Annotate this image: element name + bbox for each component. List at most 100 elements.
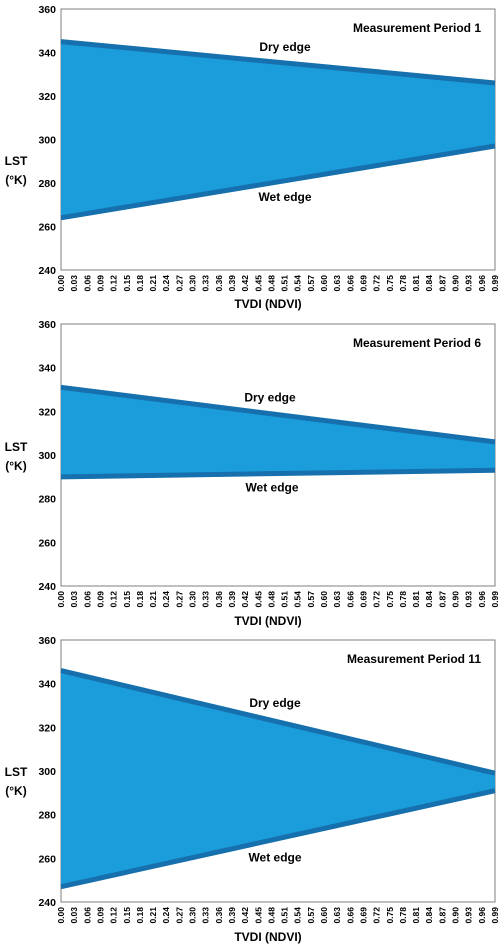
chart-title: Measurement Period 1 bbox=[353, 21, 481, 35]
x-tick-label: 0.54 bbox=[293, 907, 303, 924]
x-tick-label: 0.09 bbox=[95, 907, 105, 924]
x-tick-label: 0.24 bbox=[161, 275, 171, 292]
x-tick-label: 0.21 bbox=[148, 591, 158, 608]
x-tick-label: 0.81 bbox=[411, 907, 421, 924]
x-tick-label: 0.96 bbox=[477, 907, 487, 924]
x-tick-label: 0.99 bbox=[490, 275, 500, 292]
x-tick-label: 0.63 bbox=[332, 907, 342, 924]
x-tick-label: 0.15 bbox=[122, 275, 132, 292]
x-tick-label: 0.18 bbox=[135, 907, 145, 924]
x-tick-label: 0.99 bbox=[490, 907, 500, 924]
dry-edge-label: Dry edge bbox=[259, 40, 311, 54]
y-tick-label: 280 bbox=[38, 178, 56, 190]
chart-title: Measurement Period 11 bbox=[347, 652, 481, 666]
x-tick-label: 0.75 bbox=[385, 907, 395, 924]
y-tick-label: 300 bbox=[38, 135, 56, 147]
x-tick-label: 0.30 bbox=[188, 591, 198, 608]
dry-edge-label: Dry edge bbox=[249, 696, 301, 710]
x-tick-label: 0.72 bbox=[372, 907, 382, 924]
x-tick-label: 0.45 bbox=[253, 275, 263, 292]
x-tick-label: 0.72 bbox=[372, 275, 382, 292]
x-tick-label: 0.87 bbox=[437, 275, 447, 292]
x-tick-label: 0.54 bbox=[293, 591, 303, 608]
x-tick-label: 0.03 bbox=[69, 275, 79, 292]
x-tick-label: 0.69 bbox=[358, 275, 368, 292]
x-tick-label: 0.69 bbox=[358, 591, 368, 608]
y-tick-label: 360 bbox=[38, 4, 56, 16]
x-tick-label: 0.39 bbox=[227, 907, 237, 924]
x-tick-label: 0.66 bbox=[345, 591, 355, 608]
y-tick-label: 300 bbox=[38, 450, 56, 462]
y-tick-label: 260 bbox=[38, 537, 56, 549]
y-tick-label: 300 bbox=[38, 766, 56, 778]
dry-edge-line bbox=[60, 384, 496, 445]
x-tick-label: 0.12 bbox=[109, 591, 119, 608]
x-tick-label: 0.90 bbox=[451, 907, 461, 924]
wet-edge-label: Wet edge bbox=[248, 850, 301, 864]
x-tick-label: 0.51 bbox=[280, 275, 290, 292]
x-tick-label: 0.99 bbox=[490, 591, 500, 608]
x-tick-label: 0.06 bbox=[82, 907, 92, 924]
x-tick-label: 0.48 bbox=[266, 275, 276, 292]
x-tick-label: 0.90 bbox=[451, 275, 461, 292]
x-tick-label: 0.51 bbox=[280, 907, 290, 924]
y-tick-label: 280 bbox=[38, 810, 56, 822]
x-tick-label: 0.21 bbox=[148, 907, 158, 924]
y-tick-label: 340 bbox=[38, 363, 56, 375]
x-tick-label: 0.93 bbox=[464, 907, 474, 924]
x-tick-label: 0.57 bbox=[306, 907, 316, 924]
x-tick-label: 0.30 bbox=[188, 907, 198, 924]
x-tick-label: 0.60 bbox=[319, 907, 329, 924]
x-tick-label: 0.48 bbox=[266, 907, 276, 924]
x-tick-label: 0.42 bbox=[240, 275, 250, 292]
x-tick-label: 0.12 bbox=[109, 907, 119, 924]
x-tick-label: 0.00 bbox=[56, 907, 66, 924]
y-tick-label: 340 bbox=[38, 679, 56, 691]
x-tick-label: 0.48 bbox=[266, 591, 276, 608]
y-tick-label: 340 bbox=[38, 48, 56, 60]
x-axis-label: TVDI (NDVI) bbox=[234, 930, 301, 944]
x-tick-label: 0.93 bbox=[464, 591, 474, 608]
x-tick-label: 0.51 bbox=[280, 591, 290, 608]
x-tick-label: 0.60 bbox=[319, 591, 329, 608]
x-tick-label: 0.09 bbox=[95, 591, 105, 608]
x-tick-label: 0.30 bbox=[188, 275, 198, 292]
wet-edge-label: Wet edge bbox=[258, 190, 311, 204]
x-tick-label: 0.21 bbox=[148, 275, 158, 292]
x-tick-label: 0.45 bbox=[253, 907, 263, 924]
dry-edge-line bbox=[60, 668, 496, 776]
x-tick-label: 0.36 bbox=[214, 275, 224, 292]
band-area bbox=[61, 387, 495, 477]
x-tick-label: 0.03 bbox=[69, 591, 79, 608]
x-tick-label: 0.69 bbox=[358, 907, 368, 924]
x-tick-label: 0.18 bbox=[135, 591, 145, 608]
wet-edge-line bbox=[60, 143, 496, 221]
y-tick-label: 240 bbox=[38, 897, 56, 909]
x-tick-label: 0.09 bbox=[95, 275, 105, 292]
y-tick-label: 360 bbox=[38, 635, 56, 647]
chart-panel-2: 240 260 280 300 320 340 360 0.00 0.03 0.06 0.09 0.1… bbox=[5, 319, 500, 628]
x-tick-label: 0.66 bbox=[345, 275, 355, 292]
x-tick-label: 0.87 bbox=[437, 907, 447, 924]
y-tick-label: 260 bbox=[38, 853, 56, 865]
x-tick-label: 0.87 bbox=[437, 591, 447, 608]
x-tick-label: 0.93 bbox=[464, 275, 474, 292]
x-tick-label: 0.78 bbox=[398, 907, 408, 924]
wet-edge-line bbox=[60, 788, 496, 890]
x-tick-label: 0.33 bbox=[201, 275, 211, 292]
x-tick-label: 0.24 bbox=[161, 907, 171, 924]
band-area bbox=[61, 670, 495, 887]
x-tick-label: 0.00 bbox=[56, 591, 66, 608]
x-tick-label: 0.60 bbox=[319, 275, 329, 292]
x-tick-label: 0.06 bbox=[82, 275, 92, 292]
y-axis-label-unit: (°K) bbox=[5, 459, 26, 473]
x-tick-label: 0.57 bbox=[306, 591, 316, 608]
x-tick-label: 0.72 bbox=[372, 591, 382, 608]
dry-edge-label: Dry edge bbox=[244, 391, 296, 405]
x-tick-label: 0.42 bbox=[240, 591, 250, 608]
x-tick-label: 0.27 bbox=[174, 591, 184, 608]
x-tick-label: 0.15 bbox=[122, 907, 132, 924]
x-tick-label: 0.96 bbox=[477, 591, 487, 608]
x-tick-label: 0.78 bbox=[398, 275, 408, 292]
